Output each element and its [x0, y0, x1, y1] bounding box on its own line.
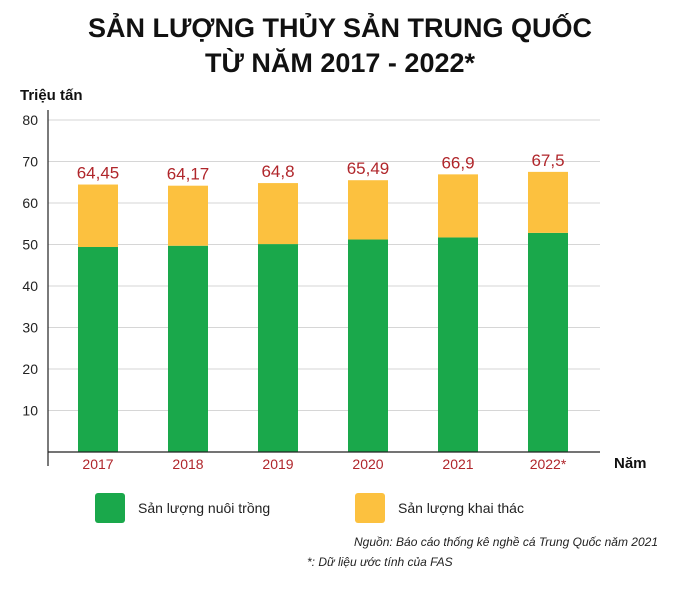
- x-tick-label: 2018: [172, 456, 203, 472]
- x-tick-label: 2019: [262, 456, 293, 472]
- bar-total-label: 65,49: [347, 159, 390, 178]
- legend-swatch-capture: [355, 493, 385, 523]
- y-tick-label: 20: [22, 361, 38, 377]
- x-tick-label: 2022*: [530, 456, 567, 472]
- bar-capture: [528, 171, 568, 233]
- bars-layer: 64,45 64,17 64,8 65,49 66,9 67,5: [77, 151, 568, 452]
- bar-capture: [348, 180, 388, 240]
- x-tick-label: 2020: [352, 456, 383, 472]
- bar-capture: [168, 185, 208, 246]
- bar-total-label: 64,17: [167, 165, 210, 184]
- y-tick-label: 60: [22, 195, 38, 211]
- legend-label-aquaculture: Sản lượng nuôi trồng: [138, 500, 270, 516]
- y-tick-label: 30: [22, 320, 38, 336]
- bar-aquaculture: [528, 232, 568, 452]
- y-tick-label: 40: [22, 278, 38, 294]
- bar-aquaculture: [78, 246, 118, 452]
- bar-total-label: 64,8: [261, 162, 294, 181]
- bar-aquaculture: [438, 237, 478, 452]
- bar-aquaculture: [168, 245, 208, 452]
- source-note: Nguồn: Báo cáo thống kê nghề cá Trung Qu…: [354, 535, 658, 549]
- bar-capture: [78, 184, 118, 247]
- grid-layer: [48, 119, 600, 411]
- y-tick-label: 10: [22, 403, 38, 419]
- chart-title-line-2: TỪ NĂM 2017 - 2022*: [205, 47, 476, 78]
- y-tick-label: 80: [22, 112, 38, 128]
- y-axis-label: Triệu tấn: [20, 87, 83, 104]
- estimate-note: *: Dữ liệu ước tính của FAS: [307, 555, 453, 569]
- bar-aquaculture: [348, 239, 388, 452]
- bar-total-label: 67,5: [531, 151, 564, 170]
- bar-total-label: 66,9: [441, 153, 474, 172]
- bar-aquaculture: [258, 244, 298, 452]
- legend-label-capture: Sản lượng khai thác: [398, 500, 524, 516]
- x-tick-label: 2017: [82, 456, 113, 472]
- bar-capture: [258, 183, 298, 245]
- y-tick-label: 50: [22, 237, 38, 253]
- x-tick-label: 2021: [442, 456, 473, 472]
- y-tick-label: 70: [22, 154, 38, 170]
- legend: Sản lượng nuôi trồng Sản lượng khai thác: [95, 493, 524, 523]
- axis-layer: 10 20 30 40 50 60 70 80 2017 2018 2019 2020 2021 2022…: [22, 110, 600, 472]
- bar-capture: [438, 174, 478, 238]
- chart-title-line-1: SẢN LƯỢNG THỦY SẢN TRUNG QUỐC: [88, 11, 592, 43]
- bar-total-label: 64,45: [77, 164, 120, 183]
- legend-swatch-aquaculture: [95, 493, 125, 523]
- x-axis-label: Năm: [614, 455, 647, 472]
